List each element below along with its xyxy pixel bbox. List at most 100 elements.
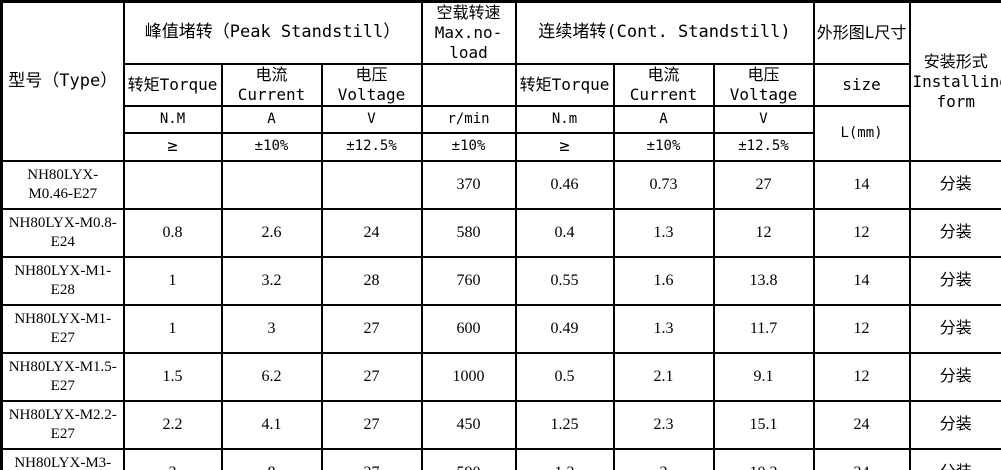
- unit-cont-torque: N.m: [514, 105, 615, 134]
- peak-torque-cell: 3: [122, 448, 223, 470]
- peak-voltage-cell: 27: [320, 352, 423, 402]
- model-cell: NH80LYX-M1.5-E27: [0, 352, 125, 402]
- tolerance-peak-current: ±10%: [220, 132, 323, 162]
- header-peak-standstill-group: 峰值堵转（Peak Standstill）: [122, 0, 423, 65]
- header-noload-speed: 空载转速 Max.no-load: [420, 0, 517, 65]
- noload-speed-cell: 760: [420, 256, 517, 306]
- header-cont-voltage: 电压Voltage: [712, 63, 815, 107]
- header-peak-current: 电流Current: [220, 63, 323, 107]
- peak-voltage-cell: 27: [320, 400, 423, 450]
- header-cont-current: 电流Current: [612, 63, 715, 107]
- installing-cell: 分装: [908, 160, 1001, 210]
- installing-cell: 分装: [908, 304, 1001, 354]
- table-row: NH80LYX-M1-E28 1 3.2 28 760 0.55 1.6 13.…: [0, 256, 1001, 306]
- cont-torque-cell: 0.46: [514, 160, 615, 210]
- cont-torque-cell: 0.4: [514, 208, 615, 258]
- size-cell: 24: [812, 400, 911, 450]
- peak-current-cell: 2.6: [220, 208, 323, 258]
- peak-torque-cell: 1: [122, 256, 223, 306]
- cont-voltage-cell: 12: [712, 208, 815, 258]
- installing-cell: 分装: [908, 352, 1001, 402]
- header-peak-voltage: 电压Voltage: [320, 63, 423, 107]
- installing-cell: 分装: [908, 448, 1001, 470]
- model-cell: NH80LYX-M1-E27: [0, 304, 125, 354]
- header-peak-torque: 转矩Torque: [122, 63, 223, 107]
- cont-current-cell: 1.3: [612, 304, 715, 354]
- cont-voltage-cell: 15.1: [712, 400, 815, 450]
- header-cont-torque: 转矩Torque: [514, 63, 615, 107]
- peak-current-cell: 8: [220, 448, 323, 470]
- model-cell: NH80LYX-M3-E27: [0, 448, 125, 470]
- size-cell: 12: [812, 208, 911, 258]
- peak-current-cell: 3.2: [220, 256, 323, 306]
- cont-current-cell: 1.6: [612, 256, 715, 306]
- installing-cell: 分装: [908, 256, 1001, 306]
- header-cont-standstill-group: 连续堵转(Cont. Standstill): [514, 0, 815, 65]
- unit-noload-speed: r/min: [420, 105, 517, 134]
- noload-speed-cell: 1000: [420, 352, 517, 402]
- peak-voltage-cell: 24: [320, 208, 423, 258]
- cont-current-cell: 2.1: [612, 352, 715, 402]
- cont-voltage-cell: 27: [712, 160, 815, 210]
- model-cell: NH80LYX-M0.46-E27: [0, 160, 125, 210]
- cont-current-cell: 3: [612, 448, 715, 470]
- unit-peak-current: A: [220, 105, 323, 134]
- cont-voltage-cell: 9.1: [712, 352, 815, 402]
- table-row: NH80LYX-M1.5-E27 1.5 6.2 27 1000 0.5 2.1…: [0, 352, 1001, 402]
- unit-length: L(mm): [812, 105, 911, 162]
- cont-voltage-cell: 13.8: [712, 256, 815, 306]
- cont-voltage-cell: 11.7: [712, 304, 815, 354]
- tolerance-cont-current: ±10%: [612, 132, 715, 162]
- peak-current-cell: 4.1: [220, 400, 323, 450]
- size-cell: 14: [812, 160, 911, 210]
- installing-cell: 分装: [908, 208, 1001, 258]
- size-cell: 12: [812, 352, 911, 402]
- cont-current-cell: 1.3: [612, 208, 715, 258]
- peak-torque-cell: 1: [122, 304, 223, 354]
- table-row: NH80LYX-M0.46-E27 370 0.46 0.73 27 14 分装: [0, 160, 1001, 210]
- noload-speed-cell: 600: [420, 304, 517, 354]
- peak-voltage-cell: 27: [320, 448, 423, 470]
- installing-cell: 分装: [908, 400, 1001, 450]
- peak-torque-cell: 2.2: [122, 400, 223, 450]
- tolerance-peak-voltage: ±12.5%: [320, 132, 423, 162]
- unit-cont-voltage: V: [712, 105, 815, 134]
- cont-current-cell: 0.73: [612, 160, 715, 210]
- cont-torque-cell: 1.2: [514, 448, 615, 470]
- peak-voltage-cell: [320, 160, 423, 210]
- tolerance-noload-speed: ±10%: [420, 132, 517, 162]
- peak-current-cell: [220, 160, 323, 210]
- noload-speed-cell: 370: [420, 160, 517, 210]
- table-row: NH80LYX-M1-E27 1 3 27 600 0.49 1.3 11.7 …: [0, 304, 1001, 354]
- noload-speed-cell: 590: [420, 448, 517, 470]
- peak-current-cell: 3: [220, 304, 323, 354]
- model-cell: NH80LYX-M2.2-E27: [0, 400, 125, 450]
- cont-torque-cell: 1.25: [514, 400, 615, 450]
- peak-torque-cell: 0.8: [122, 208, 223, 258]
- table-row: NH80LYX-M2.2-E27 2.2 4.1 27 450 1.25 2.3…: [0, 400, 1001, 450]
- size-cell: 24: [812, 448, 911, 470]
- cont-torque-cell: 0.49: [514, 304, 615, 354]
- unit-peak-torque: N.M: [122, 105, 223, 134]
- cont-torque-cell: 0.5: [514, 352, 615, 402]
- header-noload-blank: [420, 63, 517, 107]
- peak-voltage-cell: 28: [320, 256, 423, 306]
- unit-cont-current: A: [612, 105, 715, 134]
- unit-peak-voltage: V: [320, 105, 423, 134]
- cont-torque-cell: 0.55: [514, 256, 615, 306]
- model-cell: NH80LYX-M1-E28: [0, 256, 125, 306]
- noload-speed-cell: 450: [420, 400, 517, 450]
- cont-voltage-cell: 10.2: [712, 448, 815, 470]
- tolerance-cont-torque: ≥: [514, 132, 615, 162]
- header-size-label: size: [812, 63, 911, 107]
- peak-current-cell: 6.2: [220, 352, 323, 402]
- peak-voltage-cell: 27: [320, 304, 423, 354]
- header-installing-form: 安装形式 Installing form: [908, 0, 1001, 162]
- model-cell: NH80LYX-M0.8-E24: [0, 208, 125, 258]
- tolerance-cont-voltage: ±12.5%: [712, 132, 815, 162]
- peak-torque-cell: 1.5: [122, 352, 223, 402]
- noload-speed-cell: 580: [420, 208, 517, 258]
- size-cell: 14: [812, 256, 911, 306]
